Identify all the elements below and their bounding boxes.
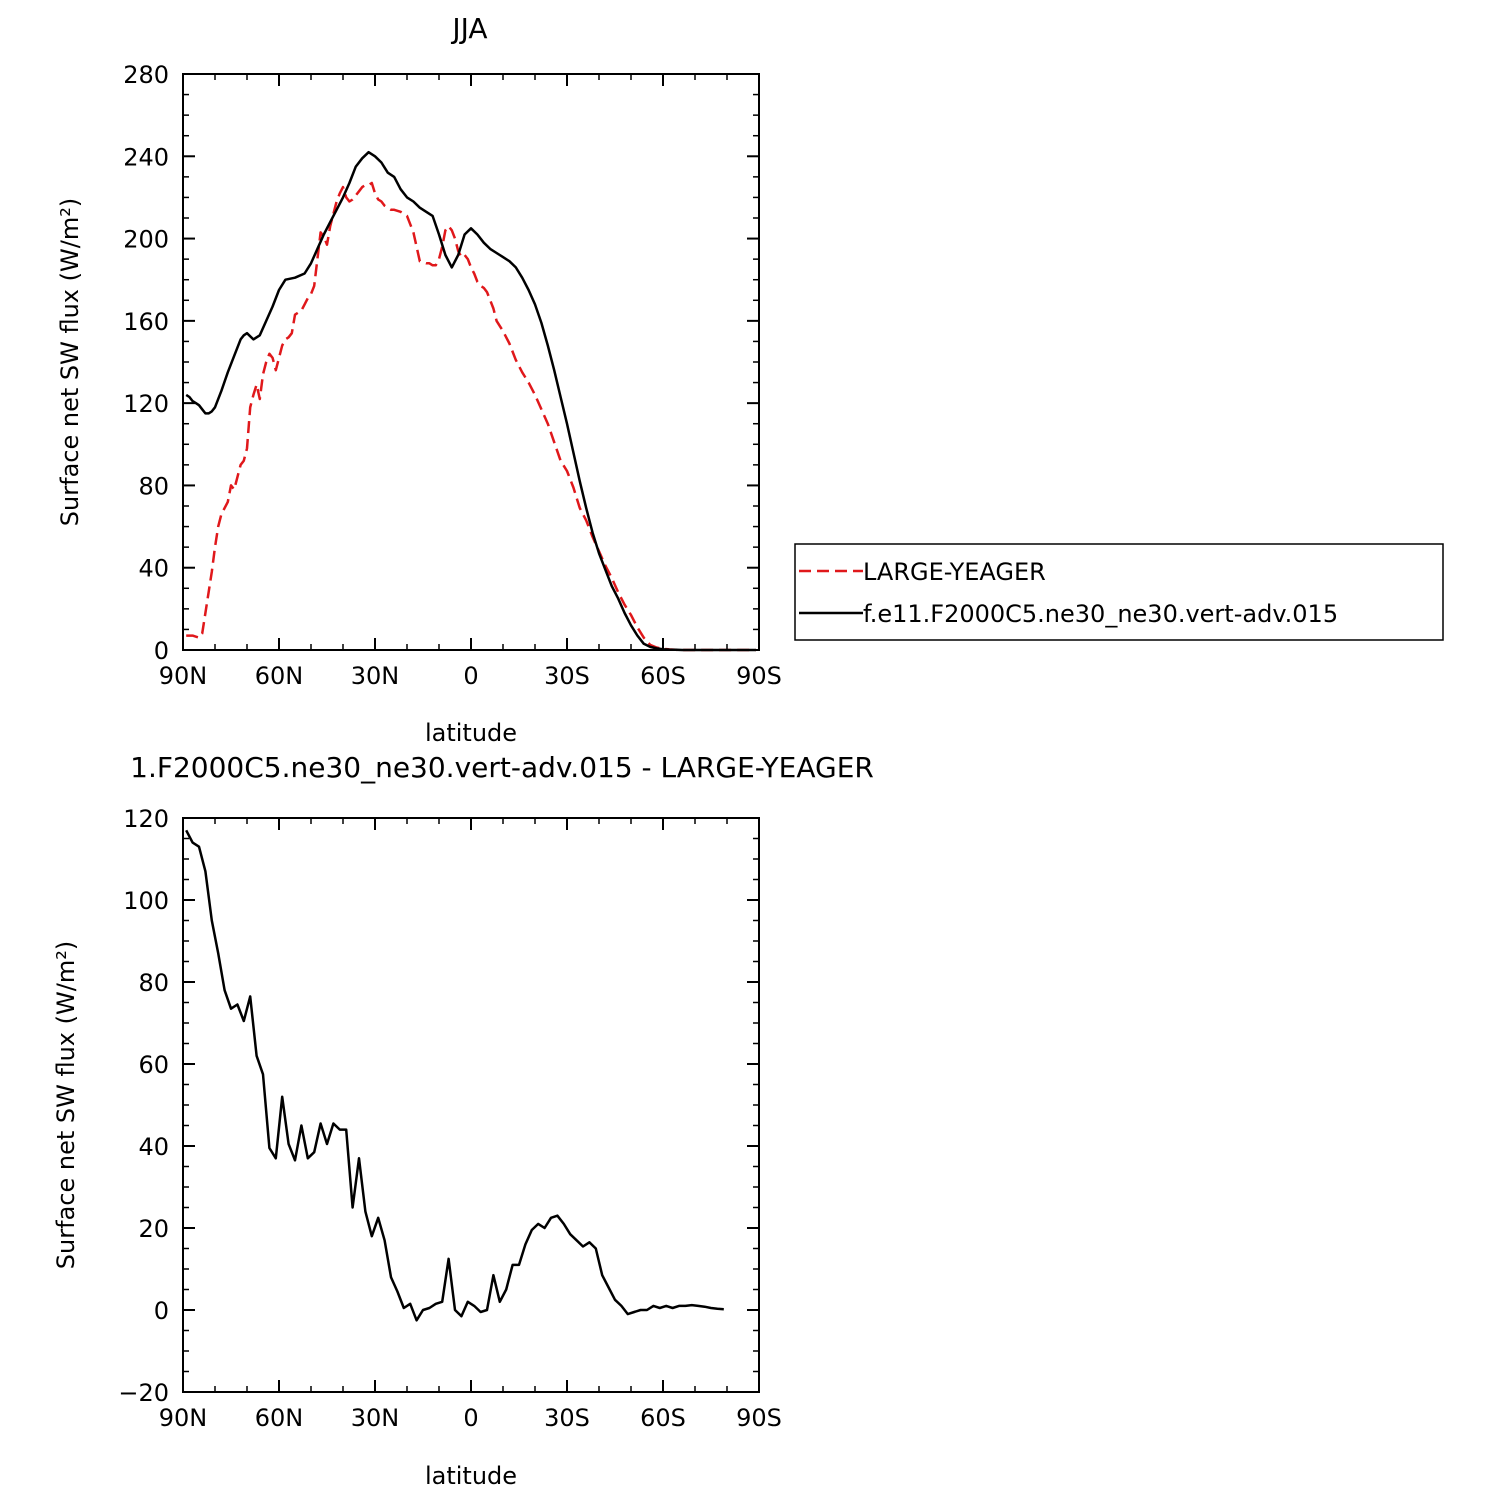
legend-entry-large-yeager: LARGE-YEAGER	[799, 558, 1046, 586]
y-tick-label: 0	[154, 637, 169, 665]
top-y-axis-label: Surface net SW flux (W/m²)	[56, 198, 84, 526]
x-tick-label: 0	[463, 662, 478, 690]
legend-entry-model: f.e11.F2000C5.ne30_ne30.vert-adv.015	[799, 600, 1338, 628]
bottom-chart-panel: 1.F2000C5.ne30_ne30.vert-adv.015 - LARGE…	[52, 751, 874, 1490]
x-tick-label: 90N	[159, 662, 208, 690]
y-tick-label: 160	[123, 308, 169, 336]
x-tick-label: 30N	[351, 662, 400, 690]
x-tick-label: 30S	[544, 1404, 590, 1432]
legend-label-model: f.e11.F2000C5.ne30_ne30.vert-adv.015	[863, 600, 1338, 628]
x-tick-label: 30N	[351, 1404, 400, 1432]
x-tick-label: 30S	[544, 662, 590, 690]
x-tick-label: 60N	[255, 662, 304, 690]
y-tick-label: 40	[138, 1133, 169, 1161]
series-line-1-0	[185, 829, 724, 1322]
y-tick-label: 40	[138, 555, 169, 583]
y-tick-label: −20	[118, 1379, 169, 1407]
y-tick-label: 80	[138, 969, 169, 997]
bottom-x-axis-label: latitude	[425, 1462, 517, 1490]
x-tick-label: 0	[463, 1404, 478, 1432]
x-tick-label: 60S	[640, 1404, 686, 1432]
y-tick-label: 100	[123, 887, 169, 915]
bottom-plot-frame	[182, 817, 760, 1393]
y-tick-label: 240	[123, 143, 169, 171]
y-tick-label: 200	[123, 226, 169, 254]
legend-box	[794, 543, 1444, 641]
x-tick-label: 60S	[640, 662, 686, 690]
y-tick-label: 60	[138, 1051, 169, 1079]
series-line-0-0	[186, 181, 756, 652]
bottom-y-axis-label: Surface net SW flux (W/m²)	[52, 941, 80, 1269]
top-chart-panel: JJA 90N 60N 30N 0 30S 60S 90S 0 40 80 120 160 200 240…	[56, 12, 782, 747]
y-tick-label: 80	[138, 472, 169, 500]
bottom-chart-title: 1.F2000C5.ne30_ne30.vert-adv.015 - LARGE…	[130, 751, 874, 784]
top-x-axis-label: latitude	[425, 719, 517, 747]
top-chart-title: JJA	[450, 12, 487, 45]
x-tick-label: 90N	[159, 1404, 208, 1432]
y-tick-label: 120	[123, 805, 169, 833]
x-tick-label: 90S	[736, 662, 782, 690]
x-tick-label: 60N	[255, 1404, 304, 1432]
y-tick-label: 280	[123, 61, 169, 89]
x-tick-label: 90S	[736, 1404, 782, 1432]
legend: LARGE-YEAGER f.e11.F2000C5.ne30_ne30.ver…	[794, 543, 1444, 641]
series-line-0-1	[185, 150, 756, 652]
y-tick-label: 20	[138, 1215, 169, 1243]
legend-label-large-yeager: LARGE-YEAGER	[863, 558, 1046, 586]
y-tick-label: 0	[154, 1297, 169, 1325]
y-tick-label: 120	[123, 390, 169, 418]
top-plot-frame	[182, 73, 760, 651]
